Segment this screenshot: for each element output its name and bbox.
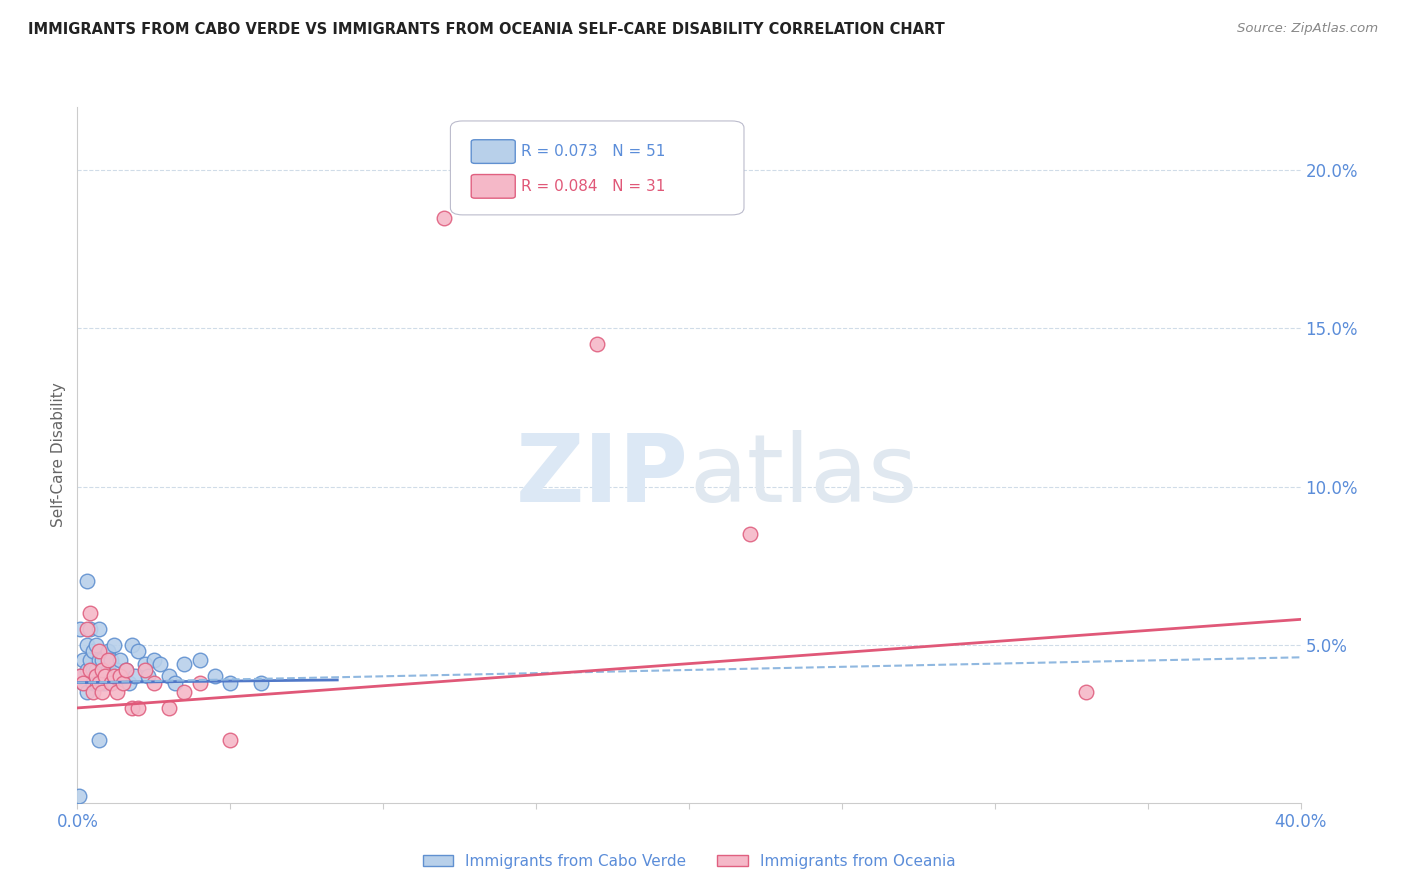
- Point: [1076, 685, 1098, 699]
- Point: [118, 675, 141, 690]
- Point: [84, 663, 107, 677]
- Point: [250, 675, 273, 690]
- Point: [87, 644, 110, 658]
- Point: [82, 644, 104, 658]
- Point: [87, 675, 110, 690]
- Text: atlas: atlas: [689, 430, 917, 522]
- FancyBboxPatch shape: [471, 140, 515, 163]
- Point: [142, 653, 165, 667]
- Point: [173, 657, 195, 671]
- Point: [108, 653, 131, 667]
- Point: [67, 789, 90, 804]
- Point: [72, 675, 94, 690]
- Point: [124, 669, 146, 683]
- Point: [134, 657, 156, 671]
- Point: [173, 685, 195, 699]
- Point: [87, 669, 110, 683]
- Point: [94, 669, 117, 683]
- Text: Source: ZipAtlas.com: Source: ZipAtlas.com: [1237, 22, 1378, 36]
- Point: [157, 701, 180, 715]
- Point: [90, 685, 112, 699]
- Point: [79, 653, 101, 667]
- Point: [87, 653, 110, 667]
- Point: [121, 638, 143, 652]
- Point: [84, 669, 107, 683]
- Point: [103, 669, 125, 683]
- Point: [87, 732, 110, 747]
- Legend: Immigrants from Cabo Verde, Immigrants from Oceania: Immigrants from Cabo Verde, Immigrants f…: [416, 848, 962, 875]
- Point: [740, 527, 762, 541]
- Point: [94, 675, 117, 690]
- Point: [97, 644, 120, 658]
- Point: [188, 653, 211, 667]
- Point: [165, 675, 187, 690]
- Point: [149, 657, 172, 671]
- Point: [115, 663, 138, 677]
- Text: ZIP: ZIP: [516, 430, 689, 522]
- Point: [76, 622, 98, 636]
- Point: [219, 675, 242, 690]
- Point: [87, 622, 110, 636]
- Point: [157, 669, 180, 683]
- Point: [69, 622, 91, 636]
- Point: [100, 675, 122, 690]
- Text: R = 0.084   N = 31: R = 0.084 N = 31: [522, 179, 665, 194]
- FancyBboxPatch shape: [471, 175, 515, 198]
- Point: [142, 675, 165, 690]
- Point: [115, 663, 138, 677]
- Point: [79, 606, 101, 620]
- Point: [82, 675, 104, 690]
- Point: [108, 669, 131, 683]
- Point: [586, 337, 609, 351]
- Y-axis label: Self-Care Disability: Self-Care Disability: [51, 383, 66, 527]
- Point: [121, 701, 143, 715]
- Point: [105, 663, 128, 677]
- Point: [76, 574, 98, 589]
- Point: [188, 675, 211, 690]
- Point: [103, 638, 125, 652]
- Point: [100, 653, 122, 667]
- Point: [76, 638, 98, 652]
- Text: IMMIGRANTS FROM CABO VERDE VS IMMIGRANTS FROM OCEANIA SELF-CARE DISABILITY CORRE: IMMIGRANTS FROM CABO VERDE VS IMMIGRANTS…: [28, 22, 945, 37]
- Point: [90, 663, 112, 677]
- Point: [72, 653, 94, 667]
- Point: [79, 622, 101, 636]
- Point: [128, 644, 150, 658]
- Text: R = 0.073   N = 51: R = 0.073 N = 51: [522, 145, 665, 159]
- Point: [90, 663, 112, 677]
- Point: [76, 663, 98, 677]
- Point: [136, 669, 159, 683]
- Point: [82, 663, 104, 677]
- Point: [72, 675, 94, 690]
- Point: [90, 675, 112, 690]
- Point: [82, 685, 104, 699]
- Point: [84, 638, 107, 652]
- Point: [219, 732, 242, 747]
- FancyBboxPatch shape: [450, 121, 744, 215]
- Point: [128, 701, 150, 715]
- Point: [79, 669, 101, 683]
- Point: [97, 653, 120, 667]
- Point: [94, 669, 117, 683]
- Point: [112, 669, 135, 683]
- Point: [76, 685, 98, 699]
- Point: [69, 669, 91, 683]
- Point: [204, 669, 226, 683]
- Point: [79, 663, 101, 677]
- Point: [105, 685, 128, 699]
- Point: [69, 669, 91, 683]
- Point: [90, 653, 112, 667]
- Point: [100, 675, 122, 690]
- Point: [134, 663, 156, 677]
- Point: [433, 211, 456, 225]
- Point: [112, 675, 135, 690]
- Point: [97, 663, 120, 677]
- Point: [84, 675, 107, 690]
